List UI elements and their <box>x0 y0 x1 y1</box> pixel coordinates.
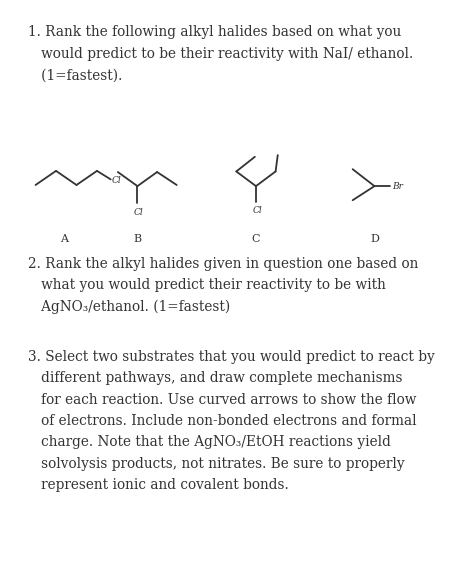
Text: D: D <box>370 234 379 244</box>
Text: AgNO₃/ethanol. (1=fastest): AgNO₃/ethanol. (1=fastest) <box>28 299 231 314</box>
Text: charge. Note that the AgNO₃/EtOH reactions yield: charge. Note that the AgNO₃/EtOH reactio… <box>28 435 392 450</box>
Text: Cl: Cl <box>134 208 144 217</box>
Text: different pathways, and draw complete mechanisms: different pathways, and draw complete me… <box>28 371 403 385</box>
Text: A: A <box>60 234 68 244</box>
Text: represent ionic and covalent bonds.: represent ionic and covalent bonds. <box>28 478 289 492</box>
Text: C: C <box>252 234 260 244</box>
Text: Br: Br <box>392 182 403 191</box>
Text: 2. Rank the alkyl halides given in question one based on: 2. Rank the alkyl halides given in quest… <box>28 257 419 271</box>
Text: for each reaction. Use curved arrows to show the flow: for each reaction. Use curved arrows to … <box>28 393 417 407</box>
Text: solvolysis products, not nitrates. Be sure to properly: solvolysis products, not nitrates. Be su… <box>28 457 405 471</box>
Text: 1. Rank the following alkyl halides based on what you: 1. Rank the following alkyl halides base… <box>28 25 401 39</box>
Text: (1=fastest).: (1=fastest). <box>28 68 123 82</box>
Text: would predict to be their reactivity with NaI/ ethanol.: would predict to be their reactivity wit… <box>28 47 414 61</box>
Text: of electrons. Include non-bonded electrons and formal: of electrons. Include non-bonded electro… <box>28 414 417 428</box>
Text: what you would predict their reactivity to be with: what you would predict their reactivity … <box>28 278 386 292</box>
Text: Cl: Cl <box>252 206 262 215</box>
Text: B: B <box>133 234 142 244</box>
Text: Cl: Cl <box>112 176 122 185</box>
Text: 3. Select two substrates that you would predict to react by: 3. Select two substrates that you would … <box>28 350 435 364</box>
